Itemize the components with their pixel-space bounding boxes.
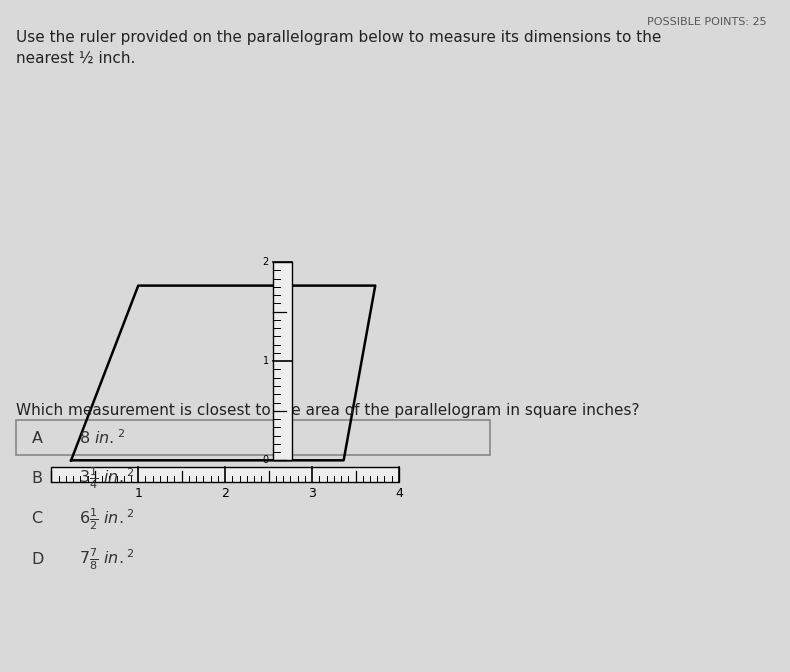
Text: Use the ruler provided on the parallelogram below to measure its dimensions to t: Use the ruler provided on the parallelog… <box>16 30 661 67</box>
Bar <box>273 262 292 460</box>
Text: $3\frac{1}{4}\ in.^2$: $3\frac{1}{4}\ in.^2$ <box>79 466 134 491</box>
Text: $7\frac{7}{8}\ in.^2$: $7\frac{7}{8}\ in.^2$ <box>79 546 134 572</box>
Text: 1: 1 <box>262 356 269 366</box>
Text: 0: 0 <box>262 456 269 465</box>
Text: POSSIBLE POINTS: 25: POSSIBLE POINTS: 25 <box>647 17 766 27</box>
Text: 1: 1 <box>134 487 142 500</box>
Text: C: C <box>32 511 43 526</box>
Bar <box>51 467 399 482</box>
FancyBboxPatch shape <box>16 420 490 455</box>
Text: A: A <box>32 431 43 446</box>
Text: $8\ in.^2$: $8\ in.^2$ <box>79 429 126 448</box>
Text: 2: 2 <box>262 257 269 267</box>
Text: 4: 4 <box>395 487 403 500</box>
Text: $6\frac{1}{2}\ in.^2$: $6\frac{1}{2}\ in.^2$ <box>79 506 134 532</box>
Text: Which measurement is closest to the area of the parallelogram in square inches?: Which measurement is closest to the area… <box>16 403 639 418</box>
Text: 2: 2 <box>221 487 229 500</box>
Text: 3: 3 <box>308 487 316 500</box>
Text: D: D <box>32 552 44 566</box>
Text: B: B <box>32 471 43 486</box>
